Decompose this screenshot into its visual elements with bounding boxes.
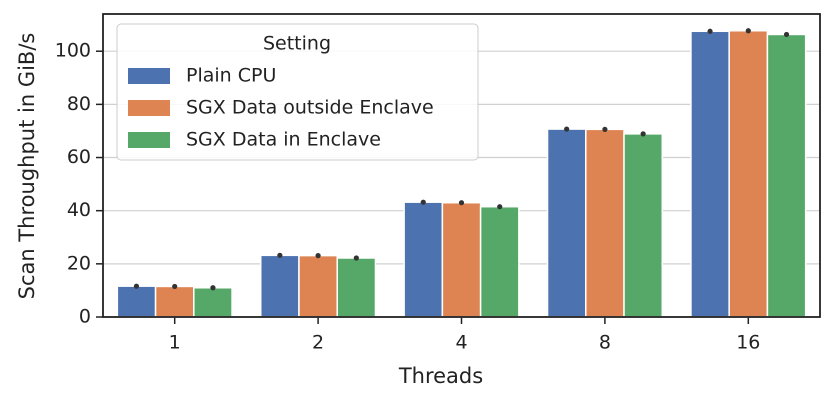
bar xyxy=(690,30,730,318)
legend-label: SGX Data outside Enclave xyxy=(186,97,434,119)
legend-box xyxy=(116,23,479,161)
legend-swatch xyxy=(128,68,170,84)
plot-frame xyxy=(102,13,821,318)
legend-label: SGX Data in Enclave xyxy=(186,129,381,151)
bar xyxy=(116,285,157,318)
bar xyxy=(259,254,300,318)
bar xyxy=(298,254,338,318)
x-tick-label: 16 xyxy=(736,332,760,354)
bar-top-marker xyxy=(497,204,503,210)
bar-top-marker xyxy=(420,199,426,205)
x-tick-label: 1 xyxy=(169,332,181,354)
bar-top-marker xyxy=(602,126,608,132)
y-tick-label: 60 xyxy=(67,146,91,168)
bar-top-marker xyxy=(564,126,570,132)
bar-top-marker xyxy=(783,31,790,38)
bar-top-marker xyxy=(640,131,646,137)
bar xyxy=(336,257,377,318)
legend-label: Plain CPU xyxy=(186,65,276,87)
bar xyxy=(623,133,664,318)
bar xyxy=(728,29,769,318)
x-tick-label: 4 xyxy=(455,332,467,354)
bar xyxy=(441,201,482,318)
bar-top-marker xyxy=(458,200,465,206)
bar xyxy=(479,205,520,318)
bar xyxy=(766,33,807,318)
bar-top-marker xyxy=(133,283,140,289)
bar xyxy=(546,128,587,318)
y-tick-label: 0 xyxy=(79,306,91,328)
bar-top-marker xyxy=(353,255,359,261)
legend-title: Setting xyxy=(263,33,331,55)
bar xyxy=(585,128,625,318)
bar xyxy=(403,201,444,318)
x-axis-label: Threads xyxy=(398,364,483,388)
y-tick-label: 40 xyxy=(67,199,91,221)
bar-top-marker xyxy=(210,285,216,291)
bar xyxy=(154,285,195,318)
x-tick-label: 2 xyxy=(312,332,324,354)
bar-top-marker xyxy=(172,283,178,290)
legend-swatch xyxy=(128,132,170,148)
y-tick-label: 100 xyxy=(55,40,91,62)
legend-swatch xyxy=(128,100,170,116)
bar-top-marker xyxy=(745,28,751,34)
bar xyxy=(193,287,233,318)
x-tick-label: 8 xyxy=(599,332,611,354)
bar-top-marker xyxy=(277,252,283,258)
bar-top-marker xyxy=(315,253,321,259)
y-axis-label: Scan Throughput in GiB/s xyxy=(15,33,39,300)
y-tick-label: 80 xyxy=(67,93,91,115)
y-tick-label: 20 xyxy=(67,252,91,274)
bar-top-marker xyxy=(707,28,713,34)
